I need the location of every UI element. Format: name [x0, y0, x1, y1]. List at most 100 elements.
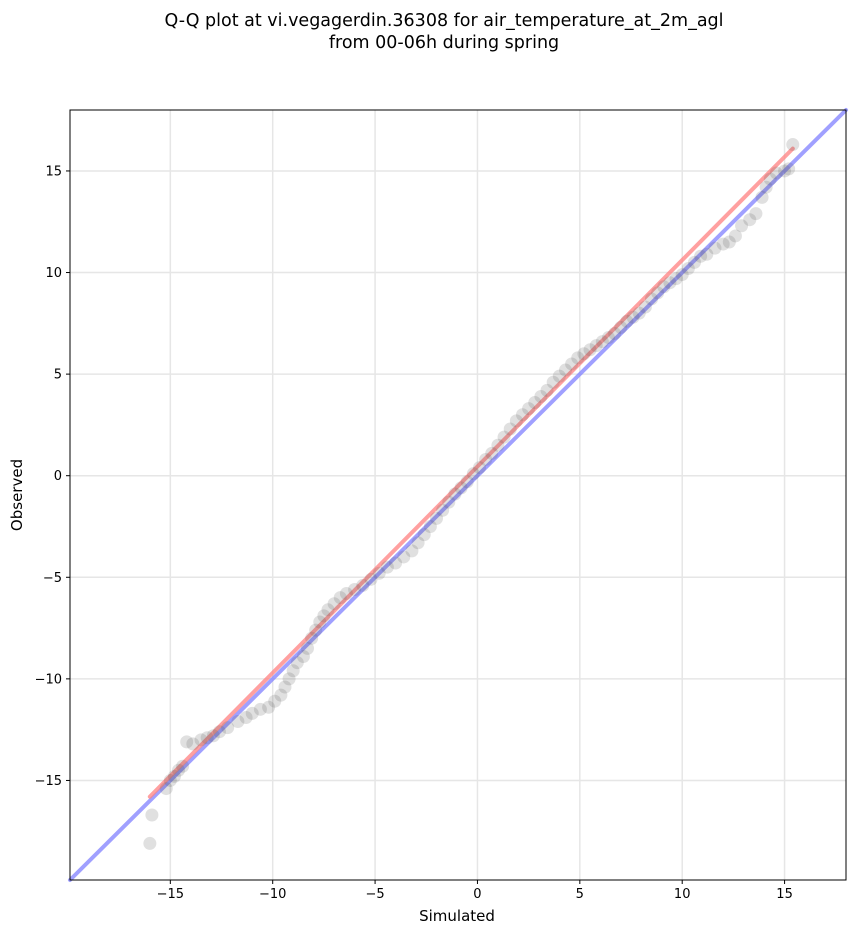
y-tick-label: 10 [45, 266, 62, 281]
qq-point [497, 430, 511, 444]
grid-lines [70, 110, 846, 880]
y-axis-ticks: −15 −10 −5 0 5 10 15 [35, 164, 70, 789]
qq-point [262, 700, 276, 714]
qq-point [364, 572, 378, 586]
fit-line [147, 146, 795, 799]
qq-point [372, 566, 386, 580]
qq-point [282, 672, 296, 686]
qq-point [491, 438, 505, 452]
qq-point [274, 688, 288, 702]
y-tick-label: 0 [54, 469, 62, 484]
qq-point [626, 310, 640, 324]
qq-point [436, 503, 450, 517]
y-tick-label: 5 [54, 368, 62, 383]
qq-point [749, 207, 763, 221]
y-tick-label: −15 [35, 774, 62, 789]
qq-point [356, 578, 370, 592]
x-tick-label: 5 [576, 887, 584, 902]
qq-point [143, 836, 157, 850]
qq-point [708, 241, 722, 255]
qq-point [389, 556, 403, 570]
qq-point [301, 641, 315, 655]
qq-point [397, 550, 411, 564]
qq-point [442, 495, 456, 509]
qq-point [644, 292, 658, 306]
qq-point [565, 357, 579, 371]
qq-point [589, 339, 603, 353]
scatter-points [143, 138, 800, 850]
x-tick-label: −5 [365, 887, 384, 902]
qq-point [608, 326, 622, 340]
qq-point [687, 255, 701, 269]
qq-point [278, 680, 292, 694]
qq-point [577, 347, 591, 361]
qq-point [194, 733, 208, 747]
qq-point [763, 172, 777, 186]
qq-point [571, 351, 585, 365]
qq-point [614, 320, 628, 334]
qq-point [268, 694, 282, 708]
qq-point [186, 737, 200, 751]
qq-point [176, 759, 190, 773]
one-to-one-line [68, 108, 848, 882]
qq-point [694, 249, 708, 263]
qq-point [583, 343, 597, 357]
qq-point [172, 763, 186, 777]
qq-point [405, 544, 419, 558]
qq-point [651, 286, 665, 300]
qq-point [528, 396, 542, 410]
qq-point [540, 383, 554, 397]
x-axis-label: Simulated [419, 907, 495, 925]
qq-point [317, 609, 331, 623]
qq-point [675, 268, 689, 282]
y-tick-label: 15 [45, 164, 62, 179]
qq-point [423, 519, 437, 533]
y-tick-label: −10 [35, 672, 62, 687]
qq-point [380, 560, 394, 574]
qq-point [163, 773, 177, 787]
qq-point [503, 422, 517, 436]
qq-point [466, 467, 480, 481]
qq-point [221, 721, 235, 735]
qq-point [200, 731, 214, 745]
qq-point [663, 276, 677, 290]
qq-point [595, 335, 609, 349]
qq-point [206, 729, 220, 743]
qq-point [309, 623, 323, 637]
qq-point [552, 369, 566, 383]
qq-point [681, 261, 695, 275]
qq-point [735, 219, 749, 233]
qq-point [509, 414, 523, 428]
qq-point [460, 475, 474, 489]
qq-point [430, 511, 444, 525]
qq-point [417, 528, 431, 542]
qq-point [333, 591, 347, 605]
qq-point [305, 631, 319, 645]
reference-lines [68, 108, 848, 882]
qq-point [286, 664, 300, 678]
qq-point [782, 162, 796, 176]
qq-point [522, 402, 536, 416]
qq-point [454, 481, 468, 495]
qq-point [515, 408, 529, 422]
qq-point [620, 314, 634, 328]
qq-point [313, 615, 327, 629]
qq-point [632, 306, 646, 320]
qq-point [534, 389, 548, 403]
qq-point [485, 446, 499, 460]
qq-point [245, 706, 259, 720]
qq-point [339, 587, 353, 601]
qq-point [167, 769, 181, 783]
qq-point [657, 280, 671, 294]
qq-point [411, 536, 425, 550]
qq-point [546, 375, 560, 389]
qq-point [786, 138, 800, 152]
qq-point [769, 166, 783, 180]
qq-point [253, 702, 267, 716]
qq-point [778, 164, 792, 178]
qq-point [239, 710, 253, 724]
qq-point [558, 363, 572, 377]
y-tick-label: −5 [43, 571, 62, 586]
x-tick-label: −15 [157, 887, 184, 902]
